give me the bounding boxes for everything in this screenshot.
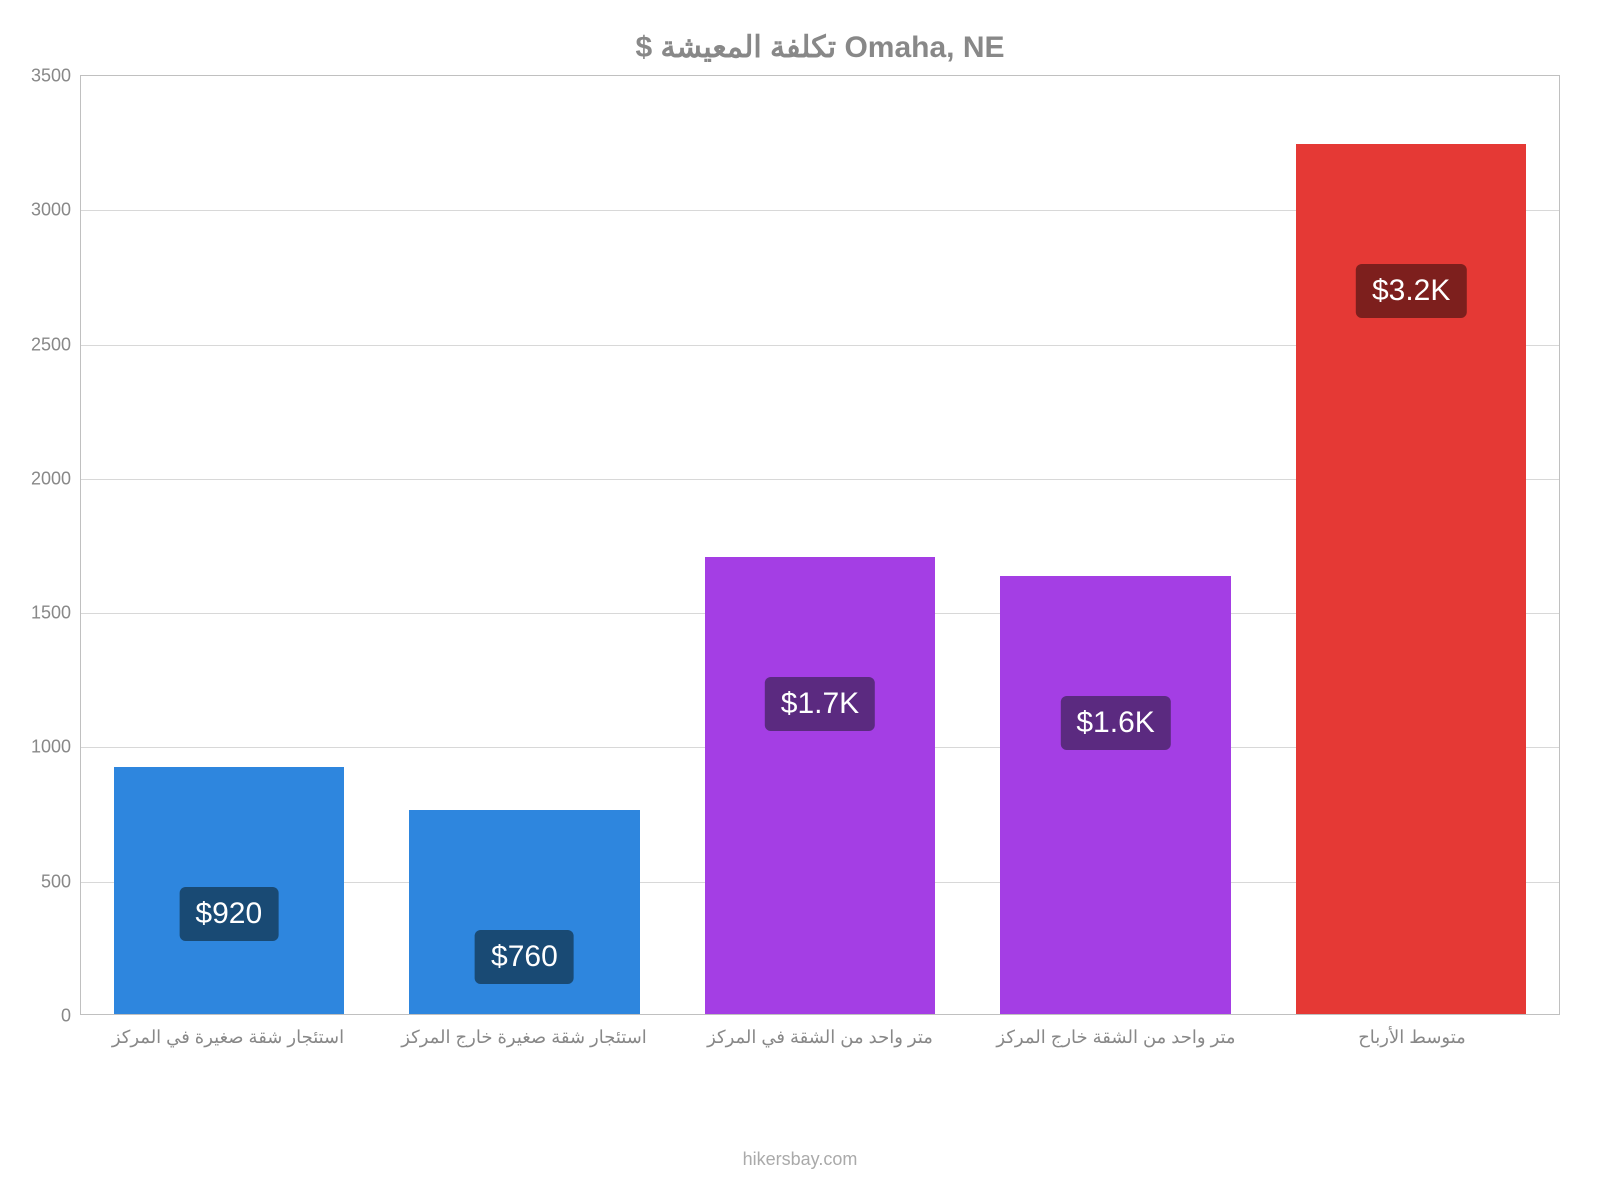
bar: $920	[114, 767, 345, 1014]
x-tick-label: استئجار شقة صغيرة في المركز	[80, 1027, 376, 1048]
y-tick-label: 1500	[31, 603, 71, 624]
x-tick-label: استئجار شقة صغيرة خارج المركز	[376, 1027, 672, 1048]
plot-area: 0500100015002000250030003500$920$760$1.7…	[80, 75, 1560, 1015]
value-badge: $760	[475, 930, 574, 984]
y-tick-label: 1000	[31, 737, 71, 758]
x-axis-labels: استئجار شقة صغيرة في المركزاستئجار شقة ص…	[80, 1027, 1560, 1048]
y-tick-label: 2000	[31, 468, 71, 489]
bar: $1.6K	[1000, 576, 1231, 1014]
y-tick-label: 3500	[31, 66, 71, 87]
value-badge: $920	[179, 887, 278, 941]
y-tick-label: 3000	[31, 200, 71, 221]
chart-title: Omaha, NE تكلفة المعيشة $	[80, 30, 1560, 65]
bar: $760	[409, 810, 640, 1014]
bar-slot: $3.2K	[1263, 76, 1559, 1014]
value-badge: $1.7K	[765, 677, 875, 731]
y-tick-label: 0	[61, 1006, 71, 1027]
bar-slot: $920	[81, 76, 377, 1014]
footer-attribution: hikersbay.com	[0, 1149, 1600, 1170]
value-badge: $1.6K	[1060, 696, 1170, 750]
y-tick-label: 2500	[31, 334, 71, 355]
bars-row: $920 $760 $1.7K $1.6K $3.2K	[81, 76, 1559, 1014]
bar: $1.7K	[705, 557, 936, 1014]
bar-slot: $760	[377, 76, 673, 1014]
chart-container: Omaha, NE تكلفة المعيشة $ 05001000150020…	[80, 30, 1560, 1060]
value-badge: $3.2K	[1356, 264, 1466, 318]
x-tick-label: متر واحد من الشقة خارج المركز	[968, 1027, 1264, 1048]
y-tick-label: 500	[41, 871, 71, 892]
bar: $3.2K	[1296, 144, 1527, 1014]
x-tick-label: متر واحد من الشقة في المركز	[672, 1027, 968, 1048]
bar-slot: $1.7K	[672, 76, 968, 1014]
bar-slot: $1.6K	[968, 76, 1264, 1014]
x-tick-label: متوسط الأرباح	[1264, 1027, 1560, 1048]
